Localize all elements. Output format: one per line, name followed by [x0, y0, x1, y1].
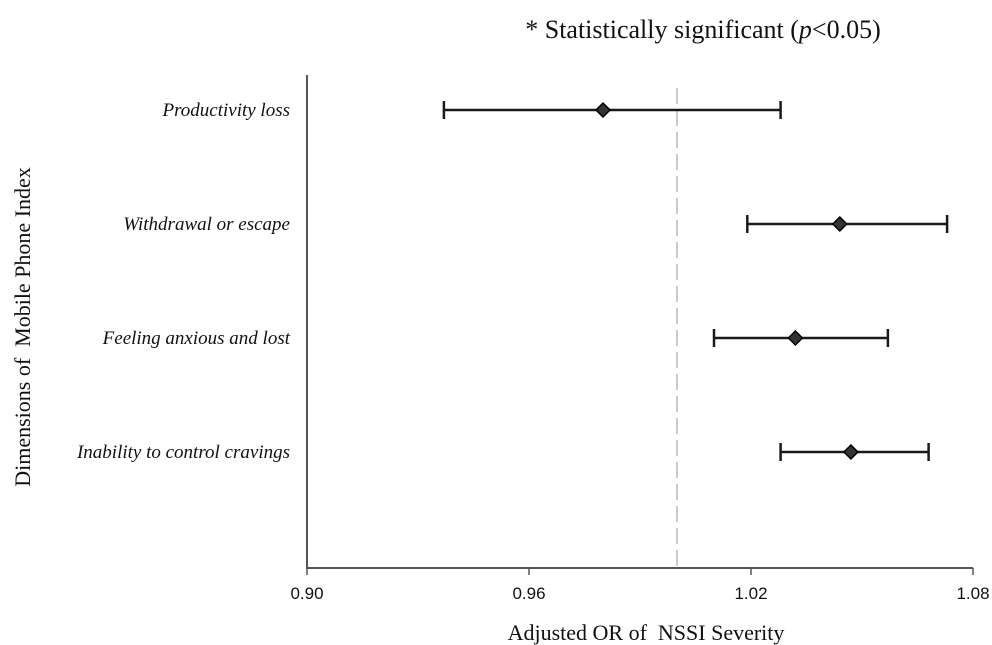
row-label: Feeling anxious and lost [102, 328, 291, 349]
note-suffix: <0.05) [812, 15, 881, 44]
note-p-italic: p [797, 15, 812, 44]
x-tick-label: 0.90 [290, 584, 323, 603]
y-axis-label: Dimensions of Mobile Phone Index [10, 167, 35, 487]
note-prefix: * Statistically significant ( [525, 15, 799, 44]
row-label: Withdrawal or escape [123, 214, 290, 235]
or-point-diamond [842, 443, 859, 461]
x-axis-ticks: 0.90 0.96 1.02 1.08 [290, 568, 990, 603]
or-point-diamond [787, 329, 804, 347]
x-tick-label: 1.08 [956, 584, 989, 603]
x-axis-label: Adjusted OR of NSSI Severity [508, 620, 785, 645]
forest-rows: Productivity loss Withdrawal or escape Fee… [76, 100, 949, 463]
row-label: Inability to control cravings [76, 442, 290, 463]
or-point-diamond [831, 215, 848, 233]
row-label: Productivity loss [161, 100, 290, 121]
or-point-diamond [594, 101, 612, 119]
x-tick-label: 0.96 [512, 584, 545, 603]
significance-note: * Statistically significant (p<0.05) [525, 15, 881, 44]
x-tick-label: 1.02 [734, 584, 767, 603]
